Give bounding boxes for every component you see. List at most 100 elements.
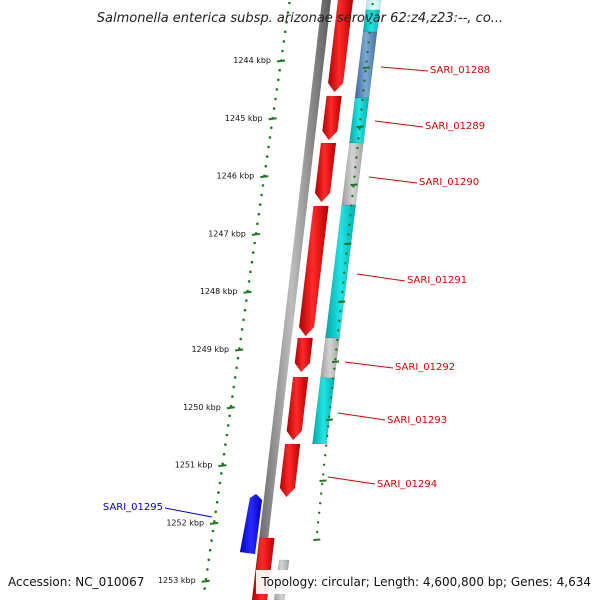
- inner-track-dot: [326, 434, 329, 438]
- gene-label-leader: [368, 176, 418, 184]
- inner-track-tick: [350, 183, 358, 186]
- gene-block[interactable]: [312, 377, 335, 445]
- gene-arrow-forward[interactable]: [298, 205, 329, 337]
- gene-label-sari-01289[interactable]: SARI_01289: [425, 121, 485, 132]
- scale-dot: [270, 126, 273, 130]
- inner-track-tick: [338, 300, 346, 303]
- inner-track-dot: [335, 348, 338, 351]
- scale-dot: [206, 568, 209, 571]
- scale-dot: [222, 452, 226, 456]
- scale-tick: [260, 175, 269, 179]
- scale-dot: [268, 136, 272, 139]
- scale-tick-label: 1246 kbp: [217, 172, 255, 181]
- inner-track-tick: [313, 538, 321, 541]
- gene-label-leader: [327, 476, 376, 485]
- scale-tick-label: 1249 kbp: [191, 345, 229, 354]
- inner-track-tick: [319, 479, 327, 482]
- gene-label-sari-01295[interactable]: SARI_01295: [103, 502, 163, 513]
- inner-track-dot: [338, 319, 341, 322]
- gene-arrow-forward[interactable]: [314, 142, 337, 203]
- gene-arrow-forward[interactable]: [322, 95, 342, 141]
- inner-track-dot: [347, 233, 350, 236]
- gene-labels: SARI_01288 SARI_01289 SARI_01290 SARI_01291…: [103, 65, 490, 518]
- gene-label-sari-01293[interactable]: SARI_01293: [387, 415, 447, 426]
- scale-dot: [235, 366, 238, 370]
- inner-track-dot: [315, 530, 319, 534]
- scale-dot: [243, 308, 247, 312]
- scale-dot: [257, 212, 261, 216]
- inner-track-dot: [331, 386, 334, 390]
- scale-dot: [274, 97, 277, 101]
- gene-arrow-forward[interactable]: [294, 337, 314, 373]
- inner-track-dot: [341, 290, 344, 294]
- gene-block[interactable]: [325, 204, 357, 339]
- inner-track-dot: [316, 521, 320, 524]
- feature-track-2: [273, 0, 382, 600]
- scale-tick-label: 1248 kbp: [200, 287, 238, 296]
- gene-label-sari-01291[interactable]: SARI_01291: [407, 275, 467, 286]
- scale-dot: [203, 587, 206, 590]
- inner-track-tick: [325, 418, 333, 421]
- gene-arrow-forward[interactable]: [279, 443, 301, 498]
- gene-arrow-forward[interactable]: [327, 0, 354, 93]
- gene-label-sari-01288[interactable]: SARI_01288: [430, 65, 490, 76]
- inner-track-dot: [320, 482, 324, 486]
- scale-dot: [218, 481, 222, 485]
- inner-track-dot: [370, 12, 373, 15]
- scale-dot: [250, 260, 254, 264]
- gene-block[interactable]: [365, 0, 382, 11]
- scale-dot: [210, 539, 213, 542]
- scale-tick: [235, 348, 244, 352]
- scale-dot: [264, 164, 268, 168]
- inner-track-dot: [332, 377, 335, 380]
- scale-tick: [226, 406, 235, 410]
- scale-dot: [236, 356, 240, 360]
- reverse-strand-features: [239, 493, 263, 555]
- gene-label-sari-01290[interactable]: SARI_01290: [419, 177, 479, 188]
- genome-backbone: [252, 0, 331, 600]
- scale-dot: [225, 433, 229, 437]
- footer-left-bg: [0, 570, 150, 594]
- gene-label-leader: [374, 120, 424, 128]
- scale-dot: [253, 241, 256, 245]
- scale-tick-label: 1253 kbp: [158, 576, 196, 585]
- inner-track-ticks: [313, 66, 370, 541]
- gene-block[interactable]: [320, 337, 340, 379]
- scale-dot: [217, 491, 220, 494]
- gene-block[interactable]: [354, 31, 378, 99]
- scale-dot: [265, 155, 269, 158]
- scale-tick-label: 1251 kbp: [175, 461, 213, 470]
- scale-dot: [232, 385, 236, 389]
- gene-label-leader: [344, 361, 394, 369]
- inner-track-tick: [356, 125, 364, 128]
- inner-track-dot: [361, 98, 364, 102]
- scale-tick-label: 1250 kbp: [183, 403, 221, 412]
- inner-track-dot: [327, 425, 330, 428]
- inner-track-dot: [325, 444, 328, 447]
- inner-track-tick: [362, 66, 370, 69]
- scale-dot: [219, 472, 223, 475]
- scale-dot: [240, 328, 244, 331]
- gene-block[interactable]: [349, 97, 370, 144]
- gene-arrow-forward[interactable]: [286, 376, 309, 441]
- gene-label-sari-01292[interactable]: SARI_01292: [395, 362, 455, 373]
- inner-track-dot: [333, 367, 336, 370]
- scale-ticks: 1244 kbp 1245 kbp 1246 kbp 1247 kbp 1248 kbp…: [158, 56, 286, 585]
- scale-dot: [245, 299, 248, 302]
- gene-arrow-sari-01295[interactable]: [239, 493, 263, 555]
- inner-track-dot: [318, 502, 322, 505]
- scale-dot: [261, 184, 265, 187]
- inner-track-tick: [331, 360, 340, 363]
- inner-track-dot: [367, 41, 370, 44]
- inner-track-dot: [358, 127, 361, 130]
- scale-dot: [276, 78, 280, 82]
- gene-label-leader: [380, 66, 429, 72]
- scale-dot: [214, 510, 218, 514]
- scale-dot: [281, 49, 284, 53]
- inner-track-dot: [369, 22, 372, 25]
- gene-label-sari-01294[interactable]: SARI_01294: [377, 479, 437, 490]
- inner-track-dot: [363, 79, 366, 83]
- inner-track-dot: [368, 31, 371, 34]
